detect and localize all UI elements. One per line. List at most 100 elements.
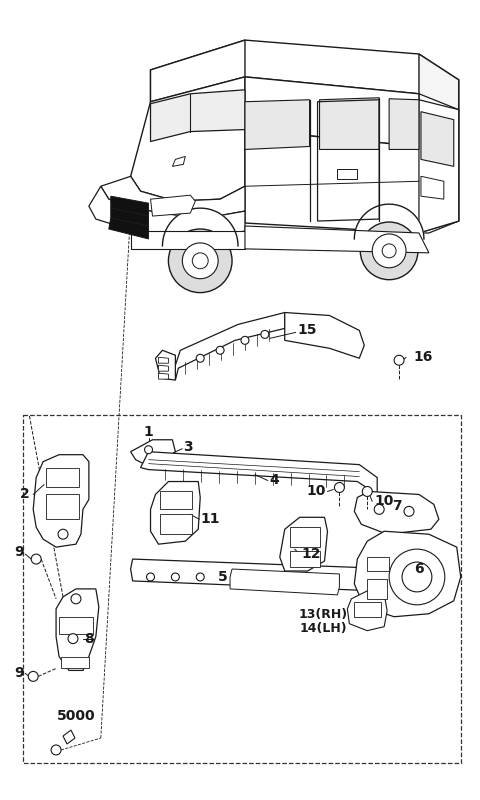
Polygon shape bbox=[162, 208, 238, 246]
Polygon shape bbox=[389, 98, 419, 150]
Polygon shape bbox=[59, 617, 93, 634]
Polygon shape bbox=[337, 170, 357, 179]
Circle shape bbox=[372, 234, 406, 268]
Circle shape bbox=[182, 243, 218, 278]
Circle shape bbox=[389, 549, 445, 605]
Text: 11: 11 bbox=[200, 512, 220, 526]
Polygon shape bbox=[160, 491, 192, 510]
Polygon shape bbox=[61, 657, 89, 669]
Text: 8: 8 bbox=[84, 632, 94, 646]
Polygon shape bbox=[111, 196, 148, 216]
Circle shape bbox=[360, 222, 418, 280]
Polygon shape bbox=[280, 518, 327, 571]
Polygon shape bbox=[354, 602, 381, 617]
Circle shape bbox=[58, 530, 68, 539]
Polygon shape bbox=[245, 77, 419, 146]
Polygon shape bbox=[56, 589, 99, 670]
Polygon shape bbox=[348, 591, 387, 630]
Bar bbox=[23, 415, 461, 763]
Polygon shape bbox=[111, 208, 148, 226]
Text: 9: 9 bbox=[14, 545, 24, 559]
Text: 2: 2 bbox=[19, 487, 29, 502]
Polygon shape bbox=[245, 226, 429, 253]
Text: 13(RH): 13(RH) bbox=[298, 608, 348, 622]
Circle shape bbox=[71, 594, 81, 604]
Circle shape bbox=[374, 504, 384, 514]
Text: 16: 16 bbox=[413, 350, 432, 364]
Polygon shape bbox=[160, 514, 192, 534]
Polygon shape bbox=[131, 77, 245, 201]
Text: 1: 1 bbox=[144, 425, 154, 439]
Text: 10: 10 bbox=[374, 494, 394, 509]
Circle shape bbox=[402, 562, 432, 592]
Polygon shape bbox=[354, 491, 439, 534]
Polygon shape bbox=[175, 313, 285, 380]
Polygon shape bbox=[290, 551, 320, 567]
Polygon shape bbox=[419, 94, 459, 233]
Polygon shape bbox=[245, 100, 310, 150]
Polygon shape bbox=[151, 40, 245, 102]
Polygon shape bbox=[109, 218, 148, 239]
Polygon shape bbox=[230, 569, 339, 595]
Polygon shape bbox=[245, 130, 459, 233]
Circle shape bbox=[241, 336, 249, 344]
Text: 10: 10 bbox=[306, 485, 325, 498]
Polygon shape bbox=[421, 176, 444, 199]
Polygon shape bbox=[158, 373, 168, 379]
Polygon shape bbox=[89, 186, 245, 239]
Circle shape bbox=[144, 446, 153, 454]
Text: 3: 3 bbox=[183, 440, 193, 454]
Polygon shape bbox=[151, 40, 459, 110]
Text: 6: 6 bbox=[414, 562, 424, 576]
Polygon shape bbox=[158, 366, 168, 371]
Polygon shape bbox=[63, 730, 75, 744]
Circle shape bbox=[168, 229, 232, 293]
Polygon shape bbox=[33, 454, 89, 547]
Polygon shape bbox=[320, 98, 379, 150]
Circle shape bbox=[382, 244, 396, 258]
Polygon shape bbox=[131, 231, 245, 249]
Polygon shape bbox=[172, 157, 185, 166]
Circle shape bbox=[28, 671, 38, 682]
Text: 14(LH): 14(LH) bbox=[300, 622, 348, 635]
Text: 9: 9 bbox=[14, 666, 24, 681]
Circle shape bbox=[404, 506, 414, 516]
Polygon shape bbox=[141, 452, 377, 494]
Circle shape bbox=[171, 573, 180, 581]
Circle shape bbox=[146, 573, 155, 581]
Polygon shape bbox=[46, 468, 79, 487]
Polygon shape bbox=[354, 531, 461, 617]
Text: 4: 4 bbox=[270, 473, 279, 486]
Polygon shape bbox=[131, 440, 175, 465]
Polygon shape bbox=[131, 559, 454, 594]
Polygon shape bbox=[158, 358, 168, 363]
Text: 12: 12 bbox=[301, 547, 321, 561]
Polygon shape bbox=[156, 350, 175, 380]
Circle shape bbox=[335, 482, 344, 493]
Polygon shape bbox=[151, 195, 195, 216]
Circle shape bbox=[261, 330, 269, 338]
Polygon shape bbox=[367, 579, 387, 599]
Circle shape bbox=[216, 346, 224, 354]
Text: 5000: 5000 bbox=[57, 709, 95, 723]
Circle shape bbox=[68, 634, 78, 643]
Polygon shape bbox=[290, 527, 320, 547]
Circle shape bbox=[196, 573, 204, 581]
Polygon shape bbox=[151, 482, 200, 544]
Text: 15: 15 bbox=[298, 323, 317, 338]
Polygon shape bbox=[46, 494, 79, 519]
Polygon shape bbox=[419, 54, 459, 163]
Polygon shape bbox=[354, 204, 424, 239]
Polygon shape bbox=[285, 313, 364, 358]
Polygon shape bbox=[101, 176, 245, 219]
Circle shape bbox=[31, 554, 41, 564]
Circle shape bbox=[51, 745, 61, 755]
Text: 5: 5 bbox=[218, 570, 228, 584]
Polygon shape bbox=[151, 90, 245, 142]
Circle shape bbox=[394, 355, 404, 366]
Circle shape bbox=[196, 354, 204, 362]
Text: 7: 7 bbox=[392, 499, 402, 514]
Polygon shape bbox=[367, 557, 389, 571]
Circle shape bbox=[362, 486, 372, 497]
Polygon shape bbox=[421, 112, 454, 166]
